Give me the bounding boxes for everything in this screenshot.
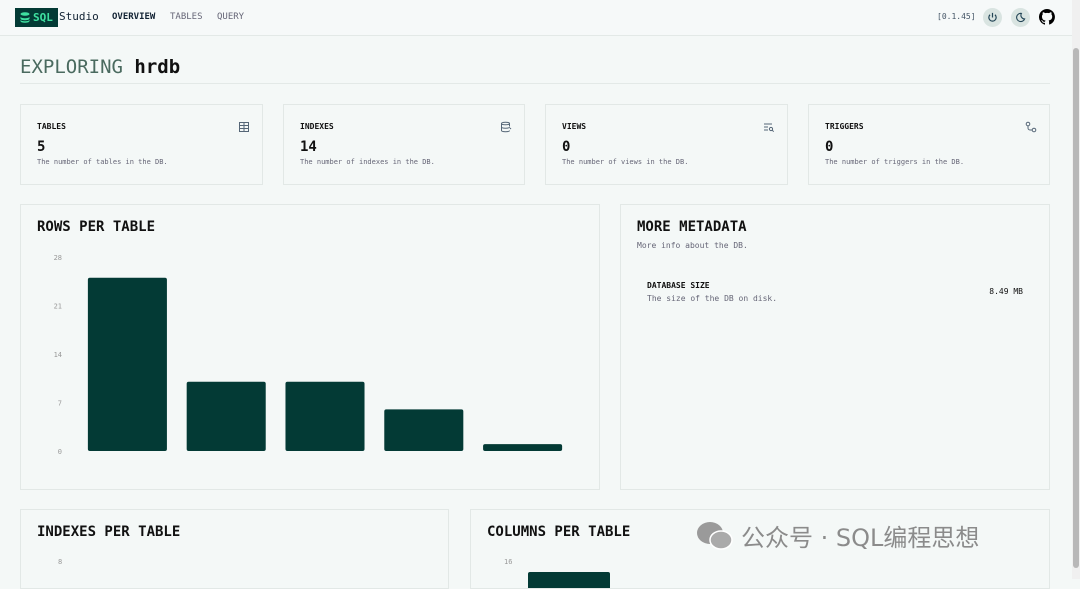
power-icon (988, 12, 997, 22)
chart-title: ROWS PER TABLE (37, 219, 156, 235)
stat-card-tables: TABLES 5 The number of tables in the DB. (20, 104, 263, 185)
page-title: EXPLORING hrdb (20, 56, 180, 78)
stat-card-views: VIEWS 0 The number of views in the DB. (545, 104, 788, 185)
stat-value: 5 (37, 139, 46, 155)
title-prefix: EXPLORING (20, 56, 123, 78)
watermark-text: 公众号 · SQL编程思想 (741, 524, 980, 552)
stat-desc: The number of tables in the DB. (37, 158, 168, 166)
nav-query[interactable]: QUERY (217, 12, 245, 22)
stat-label: VIEWS (562, 122, 587, 131)
watermark: 公众号 · SQL编程思想 (695, 518, 979, 553)
trigger-icon (1025, 121, 1037, 133)
stat-value: 14 (300, 139, 317, 155)
metadata-item-value: 8.49 MB (989, 287, 1023, 296)
nav-tables[interactable]: TABLES (170, 12, 203, 22)
divider (20, 83, 1050, 84)
metadata-subtitle: More info about the DB. (637, 241, 748, 250)
stat-label: INDEXES (300, 122, 334, 131)
database-icon (20, 12, 30, 23)
power-button[interactable] (983, 8, 1002, 27)
y-tick-label: 21 (54, 303, 62, 311)
top-navbar: SQL Studio OVERVIEW TABLES QUERY [0.1.45… (0, 0, 1072, 36)
chart-bar[interactable] (384, 409, 464, 451)
y-tick-label: 0 (58, 448, 62, 456)
logo-text: SQL (33, 11, 53, 24)
chart-bar[interactable] (285, 381, 365, 451)
stat-value: 0 (825, 139, 834, 155)
table-icon (239, 122, 249, 132)
rows-per-table-chart: 0 7 14 21 28 (54, 254, 563, 456)
github-icon (1038, 9, 1055, 25)
github-link[interactable] (1038, 9, 1055, 29)
metadata-title: MORE METADATA (637, 219, 747, 235)
indexes-per-table-card: INDEXES PER TABLE 8 (20, 509, 449, 589)
app-name: Studio (59, 10, 99, 23)
chart-title: INDEXES PER TABLE (37, 524, 181, 540)
metadata-item-desc: The size of the DB on disk. (647, 294, 778, 303)
chart-bar[interactable] (483, 444, 563, 451)
y-tick-label: 14 (54, 351, 62, 359)
rows-per-table-card: ROWS PER TABLE 0 7 14 21 28 (20, 204, 600, 490)
chart-title: COLUMNS PER TABLE (487, 524, 631, 540)
theme-toggle[interactable] (1011, 8, 1030, 27)
stat-label: TRIGGERS (825, 122, 864, 131)
stat-card-indexes: INDEXES 14 The number of indexes in the … (283, 104, 525, 185)
database-index-icon (501, 121, 512, 133)
chart-bar (528, 572, 610, 588)
chart-bar[interactable] (87, 277, 167, 451)
stat-value: 0 (562, 139, 571, 155)
db-name: hrdb (134, 56, 181, 78)
metadata-item-label: DATABASE SIZE (647, 281, 710, 290)
stat-desc: The number of views in the DB. (562, 158, 689, 166)
version-label: [0.1.45] (937, 12, 976, 21)
chart-bar[interactable] (186, 381, 266, 451)
stat-desc: The number of triggers in the DB. (825, 158, 965, 166)
nav-overview[interactable]: OVERVIEW (112, 12, 156, 22)
wechat-icon (697, 521, 733, 550)
stat-label: TABLES (37, 122, 66, 131)
scrollbar-thumb[interactable] (1073, 48, 1079, 568)
y-tick-label: 28 (54, 254, 62, 262)
y-tick: 8 (58, 558, 63, 566)
columns-per-table-card: COLUMNS PER TABLE 16 (470, 509, 1050, 589)
scrollbar[interactable] (1072, 0, 1080, 579)
y-tick-label: 7 (58, 400, 62, 408)
view-list-icon (764, 123, 775, 133)
more-metadata-card: MORE METADATA More info about the DB. DA… (620, 204, 1050, 490)
stat-card-triggers: TRIGGERS 0 The number of triggers in the… (808, 104, 1050, 185)
y-tick: 16 (504, 558, 513, 566)
logo[interactable]: SQL (15, 8, 58, 27)
stat-desc: The number of indexes in the DB. (300, 158, 435, 166)
moon-icon (1016, 12, 1026, 23)
